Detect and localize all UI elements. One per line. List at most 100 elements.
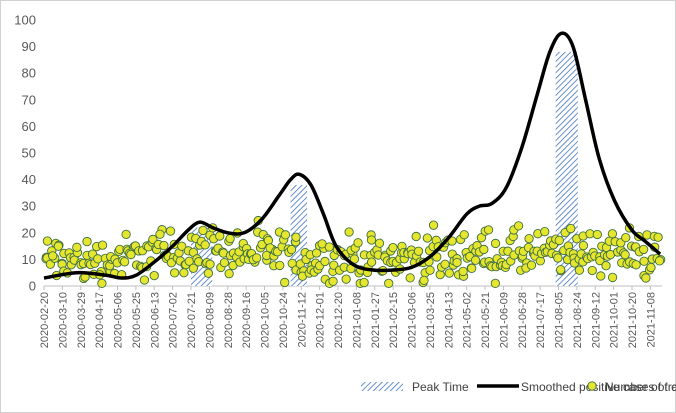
x-tick-label: 2021-01-08 bbox=[351, 292, 363, 348]
trauma-point bbox=[411, 231, 421, 242]
trauma-point bbox=[592, 229, 602, 240]
x-tick-label: 2020-03-10 bbox=[57, 292, 69, 348]
axes: 0 10 20 30 40 50 60 70 80 90 100 2020-02-20 2020-03-… bbox=[14, 13, 662, 348]
trauma-point bbox=[126, 249, 136, 260]
x-tick-label: 2021-11-08 bbox=[645, 292, 657, 347]
x-tick-label: 2020-12-20 bbox=[333, 292, 345, 348]
legend-swatch-trauma bbox=[587, 381, 597, 391]
y-tick-label: 0 bbox=[29, 279, 36, 294]
trauma-point bbox=[435, 269, 445, 280]
trauma-point bbox=[280, 230, 291, 240]
x-tick-label: 2021-03-06 bbox=[407, 292, 419, 348]
trauma-point bbox=[566, 223, 576, 234]
y-tick-label: 90 bbox=[22, 39, 36, 54]
trauma-point bbox=[483, 225, 494, 235]
trauma-point bbox=[467, 263, 477, 273]
trauma-point bbox=[82, 236, 92, 247]
x-tick-label: 2020-07-02 bbox=[168, 292, 180, 348]
trauma-point bbox=[324, 242, 334, 252]
trauma-point bbox=[554, 235, 564, 246]
trauma-point bbox=[470, 255, 481, 265]
trauma-point bbox=[490, 278, 501, 288]
trauma-point bbox=[444, 268, 454, 278]
x-tick-label: 2020-05-25 bbox=[131, 292, 143, 348]
trauma-point bbox=[553, 253, 563, 263]
trauma-point bbox=[198, 225, 208, 236]
x-tick-label: 2021-10-20 bbox=[627, 292, 639, 348]
trauma-point bbox=[405, 273, 415, 283]
trauma-point bbox=[200, 240, 210, 250]
trauma-point bbox=[490, 238, 501, 249]
x-tick-label: 2021-03-25 bbox=[425, 292, 437, 348]
trauma-point bbox=[97, 240, 108, 250]
trauma-point bbox=[53, 241, 63, 251]
x-tick-label: 2020-12-01 bbox=[315, 292, 327, 348]
x-tick-label: 2021-08-24 bbox=[572, 292, 584, 348]
y-tick-label: 60 bbox=[22, 119, 36, 134]
trauma-point bbox=[631, 260, 641, 270]
legend-swatch-peak-time bbox=[361, 382, 403, 391]
trauma-point bbox=[225, 233, 235, 244]
y-tick-label: 80 bbox=[22, 66, 36, 81]
trauma-point bbox=[366, 235, 377, 245]
x-tick-label: 2020-06-13 bbox=[149, 292, 161, 348]
trauma-point bbox=[578, 240, 589, 251]
trauma-point bbox=[607, 229, 618, 239]
x-tick-label: 2021-02-15 bbox=[388, 292, 400, 348]
y-tick-label: 50 bbox=[22, 146, 36, 161]
x-tick-label: 2020-02-20 bbox=[39, 292, 51, 348]
trauma-point bbox=[413, 246, 424, 256]
trauma-point bbox=[280, 277, 290, 288]
trauma-point bbox=[341, 274, 351, 284]
trauma-point bbox=[607, 272, 618, 283]
trauma-point bbox=[203, 268, 214, 278]
x-tick-label: 2020-11-12 bbox=[296, 292, 308, 347]
trauma-point bbox=[452, 257, 462, 268]
trauma-point bbox=[139, 275, 150, 285]
trauma-point bbox=[601, 261, 611, 271]
trauma-point bbox=[459, 230, 469, 240]
x-tick-label: 2020-05-06 bbox=[113, 292, 125, 348]
trauma-point bbox=[48, 251, 58, 261]
trauma-point bbox=[291, 232, 301, 242]
trauma-point bbox=[620, 250, 630, 260]
trauma-point bbox=[286, 244, 297, 255]
legend-label-trauma: Number of trauma patients bbox=[605, 380, 676, 394]
y-tick-label: 10 bbox=[22, 252, 36, 267]
covid-line bbox=[43, 31, 662, 280]
trauma-point bbox=[621, 232, 631, 243]
trauma-point bbox=[574, 265, 585, 275]
x-tick-label: 2020-09-16 bbox=[241, 292, 253, 348]
trauma-point bbox=[328, 276, 338, 286]
trauma-point bbox=[177, 241, 187, 251]
trauma-point bbox=[513, 221, 524, 231]
trauma-point bbox=[159, 240, 169, 251]
x-tick-label: 2021-06-09 bbox=[498, 292, 510, 348]
x-tick-label: 2020-10-05 bbox=[260, 292, 272, 348]
trauma-point bbox=[556, 265, 566, 275]
trauma-point bbox=[374, 238, 385, 248]
x-tick-label: 2021-04-13 bbox=[443, 292, 455, 348]
trauma-point bbox=[638, 244, 649, 255]
legend-label-peak-time: Peak Time bbox=[412, 380, 469, 394]
trauma-point bbox=[366, 257, 377, 267]
x-tick-label: 2021-05-02 bbox=[462, 292, 474, 348]
x-tick-label: 2021-10-01 bbox=[609, 292, 621, 348]
trauma-point bbox=[179, 268, 189, 278]
y-tick-label: 40 bbox=[22, 172, 36, 187]
trauma-point bbox=[428, 220, 439, 230]
trauma-point bbox=[422, 233, 432, 243]
trauma-point bbox=[524, 234, 534, 244]
x-tick-label: 2020-08-09 bbox=[204, 292, 216, 348]
x-tick-label: 2021-06-28 bbox=[517, 292, 529, 348]
x-tick-label: 2020-10-24 bbox=[278, 292, 290, 348]
trauma-point bbox=[653, 232, 663, 242]
trauma-point bbox=[479, 244, 489, 255]
trauma-point bbox=[169, 268, 180, 278]
trauma-point bbox=[540, 227, 550, 237]
trauma-point bbox=[121, 229, 131, 240]
trauma-point bbox=[224, 269, 234, 279]
x-tick-label: 2021-09-12 bbox=[590, 292, 602, 348]
y-tick-label: 70 bbox=[22, 92, 36, 107]
covid-smoothed-line bbox=[43, 31, 662, 280]
